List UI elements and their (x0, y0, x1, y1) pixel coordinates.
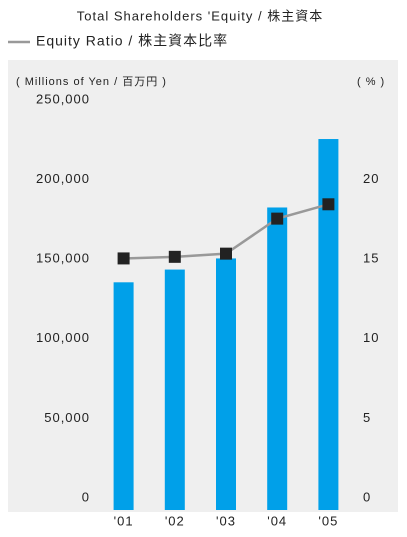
y-tick-label: 50,000 (44, 410, 90, 425)
marker (117, 252, 130, 265)
y2-tick-label: 0 (363, 489, 371, 504)
bar (318, 139, 339, 511)
y-tick-label: 100,000 (36, 330, 90, 345)
bar (267, 207, 288, 511)
x-tick-label: '05 (318, 513, 338, 528)
bar (164, 269, 185, 510)
y2-tick-label: 15 (363, 251, 379, 266)
y2-axis-label: ( % ) (357, 76, 385, 88)
y-tick-label: 150,000 (36, 251, 90, 266)
bar (216, 258, 236, 510)
legend-label: Equity Ratio / 株主資本比率 (36, 33, 228, 49)
y2-tick-label: 20 (363, 171, 379, 186)
plot-background (8, 60, 398, 512)
y-tick-label: 250,000 (36, 91, 90, 106)
y-axis-label: ( Millions of Yen / 百万円 ) (16, 76, 167, 88)
bar (113, 282, 134, 510)
marker (168, 250, 181, 263)
y-tick-label: 200,000 (36, 171, 90, 186)
x-tick-label: '02 (165, 513, 185, 528)
marker (220, 247, 232, 260)
marker (271, 212, 284, 225)
x-tick-label: '04 (267, 513, 287, 528)
y2-tick-label: 10 (363, 330, 379, 345)
y2-tick-label: 5 (363, 410, 371, 425)
chart-title: Total Shareholders 'Equity / 株主資本 (77, 8, 323, 23)
x-tick-label: '03 (216, 513, 236, 528)
y-tick-label: 0 (82, 489, 90, 504)
marker (322, 198, 335, 211)
x-tick-label: '01 (114, 513, 134, 528)
